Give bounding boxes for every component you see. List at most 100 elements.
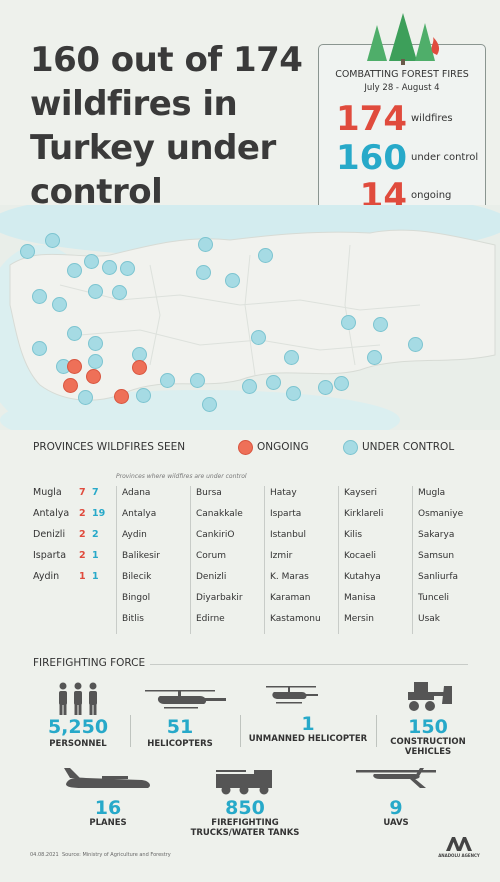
force-value-unmanned-helicopter: 1 xyxy=(301,713,315,735)
province-item: Diyarbakir xyxy=(196,593,243,603)
anadolu-agency-logo xyxy=(446,837,472,851)
force-value-helicopters: 51 xyxy=(166,716,194,738)
map-marker-under-control xyxy=(373,317,388,332)
province-item: Bilecik xyxy=(122,572,152,582)
force-label-planes: PLANES xyxy=(89,818,127,828)
province-item: CankiriO xyxy=(196,530,235,540)
map-marker-under-control xyxy=(408,337,423,352)
map-marker-under-control xyxy=(88,336,103,351)
province-item: Mersin xyxy=(344,614,374,624)
controlled-province-column: Mugla Osmaniye Sakarya Samsun Sanliurfa … xyxy=(412,486,483,634)
force-value-planes: 16 xyxy=(94,797,122,819)
map-marker-under-control xyxy=(286,386,301,401)
province-item: K. Maras xyxy=(270,572,309,582)
force-value-fire-trucks: 850 xyxy=(225,797,265,819)
map-marker-under-control xyxy=(67,326,82,341)
province-item: Hatay xyxy=(270,488,297,498)
province-item: Bitlis xyxy=(122,614,144,624)
divider xyxy=(240,715,241,747)
province-item: Sanliurfa xyxy=(418,572,459,582)
province-item: Balikesir xyxy=(122,551,161,561)
force-label-helicopters: HELICOPTERS xyxy=(147,739,213,749)
stat-label: wildfires xyxy=(411,113,453,124)
ongoing-count: 2 xyxy=(79,529,86,540)
map-marker-under-control xyxy=(32,289,47,304)
controlled-count: 1 xyxy=(92,571,99,582)
province-count-row: Antalya 2 19 xyxy=(33,508,113,529)
province-item: Mugla xyxy=(418,488,446,498)
stats-date-range: July 28 - August 4 xyxy=(364,83,440,93)
legend-ongoing-dot xyxy=(238,440,253,455)
force-title: FIREFIGHTING FORCE xyxy=(33,657,146,669)
controlled-province-column: Bursa Canakkale CankiriO Corum Denizli D… xyxy=(190,486,261,634)
map-marker-under-control xyxy=(112,285,127,300)
map-marker-ongoing xyxy=(132,360,147,375)
province-name: Aydin xyxy=(33,571,60,582)
stats-box: COMBATTING FOREST FIRES July 28 - August… xyxy=(318,13,486,224)
province-item: Kastamonu xyxy=(270,614,321,624)
province-count-row: Mugla 7 7 xyxy=(33,487,113,508)
province-item: Aydin xyxy=(122,530,147,540)
map-marker-under-control xyxy=(266,375,281,390)
controlled-count: 2 xyxy=(92,529,99,540)
forest-fire-icon xyxy=(367,13,440,65)
map-marker-under-control xyxy=(367,350,382,365)
province-name: Antalya xyxy=(33,508,70,519)
map-marker-under-control xyxy=(334,376,349,391)
province-item: Corum xyxy=(196,551,226,561)
map-marker-under-control xyxy=(284,350,299,365)
stat-label: under control xyxy=(411,152,479,163)
map-marker-under-control xyxy=(190,373,205,388)
force-value-construction-vehicles: 150 xyxy=(408,716,448,738)
stat-row-wildfires: 174 wildfires xyxy=(319,99,485,139)
divider xyxy=(150,664,468,665)
force-value-uavs: 9 xyxy=(389,797,403,819)
map-marker-under-control xyxy=(78,390,93,405)
legend-title: PROVINCES WILDFIRES SEEN xyxy=(33,441,186,453)
province-item: Istanbul xyxy=(270,530,307,540)
controlled-province-column: Hatay Isparta Istanbul Izmir K. Maras Ka… xyxy=(264,486,335,634)
ongoing-count: 2 xyxy=(79,550,86,561)
province-item: Kutahya xyxy=(344,572,381,582)
map-marker-under-control xyxy=(88,354,103,369)
province-item: Osmaniye xyxy=(418,509,464,519)
province-name: Denizli xyxy=(33,529,66,540)
unmanned-helicopter-icon xyxy=(266,686,318,704)
controlled-note: Provinces where wildfires are under cont… xyxy=(116,473,247,480)
map-marker-under-control xyxy=(196,265,211,280)
map-marker-under-control xyxy=(160,373,175,388)
page-title: 160 out of 174 wildfires in Turkey under… xyxy=(30,40,303,212)
controlled-count: 19 xyxy=(92,508,106,519)
footer-date: 04.08.2021 xyxy=(30,852,59,858)
map-marker-under-control xyxy=(258,248,273,263)
force-label-personnel: PERSONNEL xyxy=(49,739,107,749)
map-marker-under-control xyxy=(32,341,47,356)
province-item: Edirne xyxy=(196,614,225,624)
map-marker-ongoing xyxy=(67,359,82,374)
province-item: Kilis xyxy=(344,530,363,540)
map-marker-under-control xyxy=(45,233,60,248)
map-marker-under-control xyxy=(120,261,135,276)
legend-under-control-label: UNDER CONTROL xyxy=(362,441,455,453)
agency-name: ANADOLU AGENCY xyxy=(438,853,480,858)
province-item: Bingol xyxy=(122,593,151,603)
ongoing-count: 2 xyxy=(79,508,86,519)
province-item: Kayseri xyxy=(344,488,378,498)
legend-under-control-dot xyxy=(343,440,358,455)
controlled-count: 7 xyxy=(92,487,99,498)
province-item: Kirklareli xyxy=(344,509,384,519)
stat-label: ongoing xyxy=(411,190,452,201)
force-label-construction-vehicles: CONSTRUCTION VEHICLES xyxy=(390,737,466,757)
province-item: Manisa xyxy=(344,593,376,603)
controlled-province-column: Adana Antalya Aydin Balikesir Bilecik Bi… xyxy=(116,486,187,634)
province-item: Izmir xyxy=(270,551,293,561)
controlled-province-column: Kayseri Kirklareli Kilis Kocaeli Kutahya… xyxy=(338,486,409,634)
helicopter-icon xyxy=(145,690,226,709)
plane-icon xyxy=(64,768,150,788)
map-marker-under-control xyxy=(198,237,213,252)
province-item: Karaman xyxy=(270,593,311,603)
province-name: Mugla xyxy=(33,487,62,498)
map-marker-under-control xyxy=(67,263,82,278)
force-label-uavs: UAVS xyxy=(383,818,409,828)
province-item: Samsun xyxy=(418,551,455,561)
